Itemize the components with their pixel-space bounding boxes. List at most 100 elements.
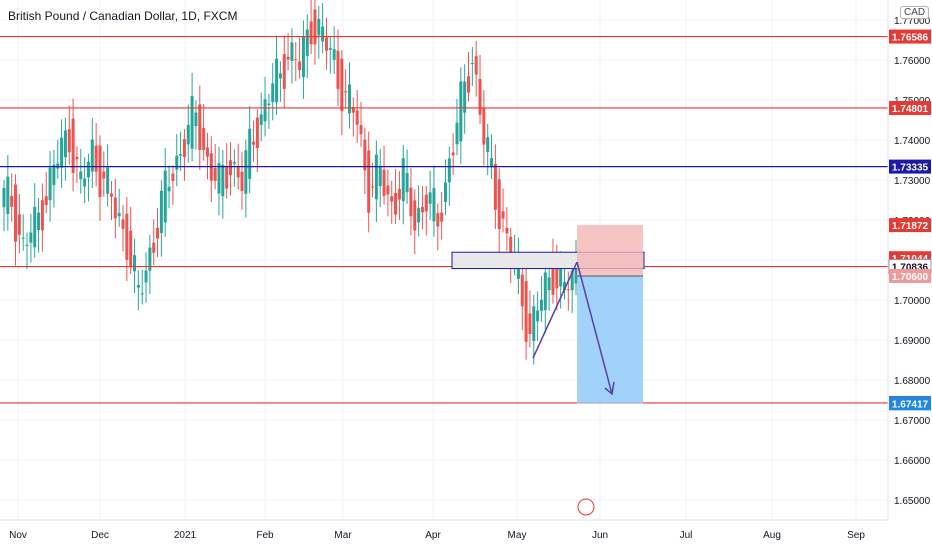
x-tick-label: Aug — [763, 530, 781, 541]
y-tick-label: 1.67000 — [894, 416, 931, 427]
price-label: 1.71872 — [892, 221, 929, 232]
chart-grid — [0, 0, 888, 520]
candle-body — [355, 110, 359, 125]
candle-body — [52, 164, 56, 185]
candle-body — [252, 141, 256, 145]
candle-body — [117, 212, 121, 217]
price-label-bg — [889, 218, 931, 233]
candle-body — [213, 167, 217, 181]
price-label: 1.67417 — [892, 399, 929, 410]
x-tick-label: Sep — [847, 530, 865, 541]
candle-body — [455, 122, 459, 145]
candle-body — [225, 167, 229, 189]
candle-body — [144, 270, 148, 283]
candle-body — [267, 103, 271, 105]
candle-body — [290, 42, 294, 61]
candle-body — [294, 59, 298, 61]
price-labels: 1.765861.748011.733351.718721.710441.708… — [888, 29, 932, 411]
candle-body — [413, 200, 417, 231]
candle-body — [301, 36, 305, 78]
candle-body — [317, 18, 321, 36]
candle-body — [390, 196, 394, 202]
y-tick-label: 1.70000 — [894, 296, 931, 307]
candle-body — [125, 213, 129, 260]
candle-body — [405, 173, 409, 193]
candle-body — [313, 9, 317, 45]
candle-body — [156, 227, 160, 239]
candle-body — [374, 154, 378, 200]
candle-body — [559, 266, 563, 287]
y-tick-label: 1.65000 — [894, 496, 931, 507]
candle-body — [562, 281, 566, 291]
candle-body — [286, 56, 290, 60]
candle-body — [520, 274, 524, 307]
candle-body — [271, 83, 275, 103]
projection-arrow — [576, 261, 613, 395]
candle-body — [547, 277, 551, 291]
candle-body — [505, 227, 509, 234]
candle-body — [109, 193, 113, 197]
candle-body — [566, 289, 570, 291]
candle-body — [44, 196, 48, 206]
y-tick-label: 1.77000 — [894, 16, 931, 27]
candle-body — [98, 145, 102, 198]
candle-body — [60, 137, 64, 168]
candle-body — [516, 259, 520, 279]
currency-badge[interactable]: CAD — [900, 6, 930, 19]
candle-body — [424, 194, 428, 212]
candle-body — [467, 76, 471, 93]
candle-body — [394, 192, 398, 215]
candle-body — [428, 192, 432, 204]
price-label-bg — [889, 29, 931, 44]
candle-body — [551, 262, 555, 295]
candle-body — [351, 107, 355, 113]
candle-body — [501, 211, 505, 219]
candle-body — [63, 130, 67, 158]
candle-body — [478, 78, 482, 115]
candle-body — [6, 176, 10, 214]
candle-body — [305, 29, 309, 56]
candle-body — [543, 272, 547, 311]
candle-body — [244, 150, 248, 194]
candle-body — [71, 118, 75, 173]
price-label-bg — [889, 159, 931, 174]
candle-body — [48, 167, 52, 201]
candle-body — [436, 213, 440, 227]
candle-body — [282, 54, 286, 89]
price-label: 1.74801 — [892, 104, 929, 115]
candle-body — [474, 56, 478, 75]
x-tick-label: Jul — [680, 530, 693, 541]
candle-body — [136, 285, 140, 288]
candle-body — [217, 163, 221, 194]
candle-body — [371, 186, 375, 188]
trade-drawings[interactable] — [451, 225, 645, 404]
candle-body — [359, 125, 363, 135]
candle-body — [255, 117, 259, 149]
horizontal-levels[interactable] — [0, 35, 888, 404]
y-tick-label: 1.73000 — [894, 176, 931, 187]
candle-body — [29, 232, 33, 243]
candle-body — [497, 179, 501, 230]
candle-body — [236, 167, 240, 178]
candle-body — [536, 310, 540, 322]
price-label-bg — [889, 100, 931, 115]
candle-body — [198, 104, 202, 151]
candle-body — [240, 171, 244, 192]
candle-body — [401, 158, 405, 202]
candle-body — [574, 263, 578, 284]
time-axis[interactable]: Nov Dec 2021 Feb Mar Apr May Jun Jul Aug Sep — [0, 498, 888, 541]
y-tick-label: 1.69000 — [894, 336, 931, 347]
candle-body — [140, 293, 144, 295]
candle-body — [324, 37, 328, 51]
candle-body — [482, 107, 486, 145]
candle-body — [159, 190, 163, 233]
arrow-head — [604, 381, 615, 396]
candle-body — [275, 58, 279, 103]
x-tick-label: Feb — [256, 530, 274, 541]
candle-body — [263, 99, 267, 122]
y-tick-label: 1.68000 — [894, 376, 931, 387]
candle-body — [121, 219, 125, 229]
candle-body — [90, 139, 94, 172]
candle-body — [83, 178, 87, 187]
